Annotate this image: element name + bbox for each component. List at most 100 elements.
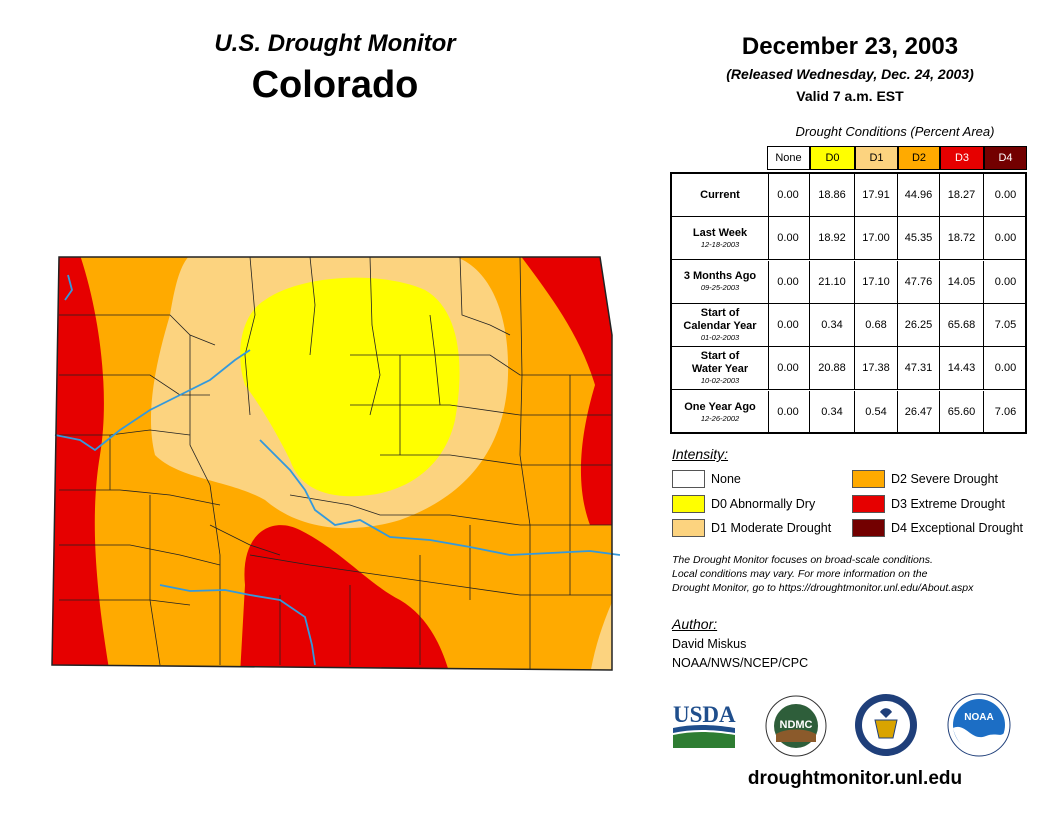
value-cell: 0.00 <box>994 232 1017 245</box>
value-cell: 7.06 <box>994 406 1017 418</box>
value-cell: 47.31 <box>898 347 940 390</box>
ndmc-logo-text: NDMC <box>780 719 813 731</box>
row-title: One Year Ago <box>684 400 756 413</box>
legend-label: D1 Moderate Drought <box>711 521 832 535</box>
legend-item: D0 Abnormally Dry <box>672 495 815 513</box>
row-label: Last Week 12-18-2003 <box>672 217 769 260</box>
table-row: Current 0.00 18.86 17.91 44.96 18.27 0.00 <box>672 174 1025 217</box>
commerce-seal <box>855 694 917 756</box>
value-cell: 0.68 <box>855 303 898 346</box>
row-date: 12-26-2002 <box>700 413 740 423</box>
state-title: Colorado <box>251 64 419 106</box>
row-title: Last Week <box>692 226 748 239</box>
legend-label: D3 Extreme Drought <box>891 497 1005 511</box>
column-header-d4: D4 <box>984 146 1027 170</box>
note-line-3: Drought Monitor, go to https://droughtmo… <box>672 582 974 594</box>
value-cell: 0.00 <box>994 362 1017 375</box>
value-cell: 18.92 <box>810 217 855 260</box>
value-cell: 47.76 <box>898 260 940 303</box>
stats-grid: Current 0.00 18.86 17.91 44.96 18.27 0.00 Last … <box>670 172 1027 434</box>
noaa-logo-text: NOAA <box>964 712 993 723</box>
ndmc-logo: NDMC <box>765 695 827 757</box>
table-row: Start of Water Year 10-02-2003 0.00 20.88 17.… <box>672 347 1025 391</box>
d3-south <box>240 525 450 670</box>
column-header-none: None <box>767 146 810 170</box>
value-cell: 0.00 <box>767 347 810 390</box>
colorado-drought-map <box>51 256 620 671</box>
value-cell: 0.00 <box>767 174 810 216</box>
note-line-2: Local conditions may vary. For more info… <box>672 568 928 580</box>
legend-swatch <box>852 495 885 513</box>
valid-time: Valid 7 a.m. EST <box>796 88 904 104</box>
author-org: NOAA/NWS/NCEP/CPC <box>672 656 809 670</box>
legend-label: D0 Abnormally Dry <box>711 497 816 511</box>
column-header-d1: D1 <box>855 146 898 170</box>
table-row: 3 Months Ago 09-25-2003 0.00 21.10 17.10 47.7… <box>672 260 1025 304</box>
noaa-logo: NOAA <box>947 693 1011 757</box>
usda-logo: USDA <box>673 702 736 748</box>
row-label: Start of Water Year 10-02-2003 <box>672 347 769 390</box>
value-cell: 17.38 <box>855 347 898 390</box>
column-header-d0: D0 <box>810 146 855 170</box>
d3-west <box>52 257 110 670</box>
intensity-legend-title: Intensity: <box>672 446 729 462</box>
row-title: Start of <box>700 306 740 319</box>
row-label: 3 Months Ago 09-25-2003 <box>672 260 769 303</box>
value-cell: 17.91 <box>855 174 898 216</box>
row-title: Calendar Year <box>683 319 757 332</box>
table-caption: Drought Conditions (Percent Area) <box>795 124 995 139</box>
disclaimer-note: The Drought Monitor focuses on broad-sca… <box>672 553 1042 595</box>
release-date: (Released Wednesday, Dec. 24, 2003) <box>726 66 974 82</box>
value-cell: 0.00 <box>767 260 810 303</box>
value-cell: 0.34 <box>810 303 855 346</box>
value-cell: 14.43 <box>940 347 984 390</box>
legend-label: D4 Exceptional Drought <box>891 521 1024 535</box>
row-label: Current <box>672 174 769 216</box>
map-date: December 23, 2003 <box>741 33 959 60</box>
legend-swatch <box>672 519 705 537</box>
value-cell: 0.00 <box>994 275 1017 288</box>
row-title: Water Year <box>691 363 749 376</box>
value-cell: 0.00 <box>767 303 810 346</box>
legend-item: D4 Exceptional Drought <box>852 519 1023 537</box>
value-cell: 17.10 <box>855 260 898 303</box>
author-title: Author: <box>672 616 718 632</box>
value-cell: 0.34 <box>810 390 855 434</box>
row-date: 10-02-2003 <box>700 376 740 386</box>
d1-southeast <box>590 585 612 670</box>
drought-stats-table: None D0 D1 D2 D3 D4 Current 0.00 18.86 17.91 44.9… <box>670 146 1027 434</box>
value-cell: 20.88 <box>810 347 855 390</box>
row-label: One Year Ago 12-26-2002 <box>672 390 769 434</box>
value-cell: 18.27 <box>940 174 984 216</box>
row-title: Current <box>700 188 740 201</box>
value-cell: 18.86 <box>810 174 855 216</box>
value-cell: 0.54 <box>855 390 898 434</box>
legend-label: D2 Severe Drought <box>891 472 999 486</box>
value-cell: 21.10 <box>810 260 855 303</box>
row-title: Start of <box>700 350 740 363</box>
rivers <box>54 274 620 666</box>
column-header-d3: D3 <box>940 146 984 170</box>
legend-item: None <box>672 470 741 488</box>
value-cell: 26.47 <box>898 390 940 434</box>
table-row: Start of Calendar Year 01-02-2003 0.00 0.34 0… <box>672 303 1025 347</box>
usda-logo-text: USDA <box>673 702 736 727</box>
legend-swatch <box>852 519 885 537</box>
value-cell: 0.00 <box>994 189 1017 201</box>
d3-east <box>520 257 612 525</box>
website-url: droughtmonitor.unl.edu <box>747 768 963 789</box>
legend-swatch <box>672 470 705 488</box>
value-cell: 26.25 <box>898 303 940 346</box>
legend-item: D2 Severe Drought <box>852 470 998 488</box>
legend-swatch <box>852 470 885 488</box>
value-cell: 0.00 <box>767 217 810 260</box>
author-name: David Miskus <box>672 637 747 651</box>
value-cell: 7.05 <box>994 318 1017 331</box>
legend-item: D1 Moderate Drought <box>672 519 831 537</box>
value-cell: 44.96 <box>898 174 940 216</box>
product-title: U.S. Drought Monitor <box>214 30 456 57</box>
value-cell: 14.05 <box>940 260 984 303</box>
legend-swatch <box>672 495 705 513</box>
row-date: 09-25-2003 <box>700 283 740 293</box>
value-cell: 17.00 <box>855 217 898 260</box>
